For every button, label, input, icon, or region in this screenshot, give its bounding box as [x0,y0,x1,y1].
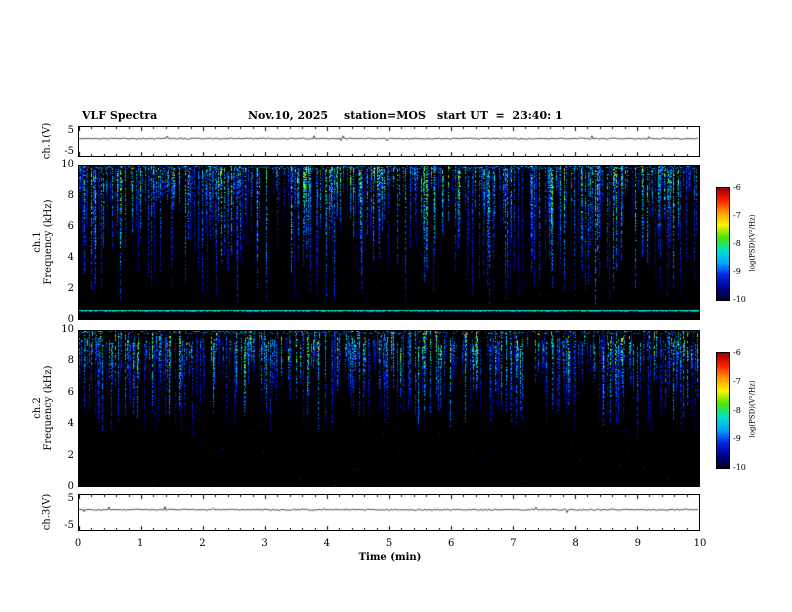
y-tick-label: 5 [67,493,74,504]
y-tick-label: 5 [67,125,74,136]
y-tick-label: 2 [67,283,74,294]
colorbar-ch1 [716,187,730,301]
colorbar-tick-label: -6 [733,183,741,192]
y-tick-label: 10 [61,159,74,170]
y-tick-label: 0 [67,481,74,492]
colorbar-tick-label: -9 [733,434,741,444]
y-tick-label: 2 [67,449,74,461]
y-tick-label: 0 [67,314,74,325]
ch2-frequency-axis-label: ch.2 Frequency (kHz) [32,365,54,450]
header-station: station=MOS [344,109,426,122]
colorbar-ch2 [716,352,730,469]
y-tick-label: -5 [64,146,74,157]
ch2-axis-label-channel: ch.2 [32,397,43,419]
x-axis-label: Time (min) [358,552,422,563]
colorbar-tick-label: -10 [733,463,746,472]
x-tick-label: 10 [693,538,707,549]
x-tick-label: 7 [510,538,517,549]
ch2-spectrogram-panel [78,330,700,487]
ch1-voltage-waveform-panel [78,126,700,157]
x-tick-label: 8 [572,538,579,549]
colorbar-tick-label: -8 [733,405,741,415]
ch1-frequency-axis-label: ch.1 Frequency (kHz) [32,199,54,284]
x-tick-label: 6 [448,538,455,549]
y-tick-label: 4 [67,252,74,263]
figure-title: VLF Spectra [82,109,158,122]
y-tick-label: 6 [67,386,74,398]
y-tick-label: 10 [61,324,74,335]
x-tick-label: 1 [137,538,144,549]
header-date: Nov.10, 2025 [248,109,329,122]
y-tick-label: -5 [64,520,74,531]
ch1-axis-label-frequency: Frequency (kHz) [43,199,54,285]
colorbar-tick-label: -6 [733,348,741,357]
colorbar-tick-label: -10 [733,295,746,304]
ch1-axis-label-channel: ch.1 [32,231,43,253]
colorbar-tick-label: -7 [733,376,741,386]
y-tick-label: 4 [67,418,74,430]
y-tick-label: 6 [67,221,74,232]
x-tick-label: 4 [323,538,330,549]
y-tick-label: 8 [67,190,74,201]
x-tick-label: 2 [199,538,206,549]
colorbar-tick-label: -8 [733,239,741,248]
y-tick-label: 8 [67,355,74,367]
ch3-voltage-waveform-panel [78,494,700,531]
x-tick-label: 5 [385,538,393,549]
x-tick-label: 0 [74,538,82,549]
colorbar-tick-label: -9 [733,267,741,276]
x-tick-label: 3 [261,538,268,549]
ch1-spectrogram-panel [78,165,700,320]
ch2-axis-label-frequency: Frequency (kHz) [43,365,54,451]
x-tick-label: 9 [634,538,641,549]
header-start-ut: start UT = 23:40: 1 [437,109,563,122]
colorbar-tick-label: -7 [733,211,741,220]
